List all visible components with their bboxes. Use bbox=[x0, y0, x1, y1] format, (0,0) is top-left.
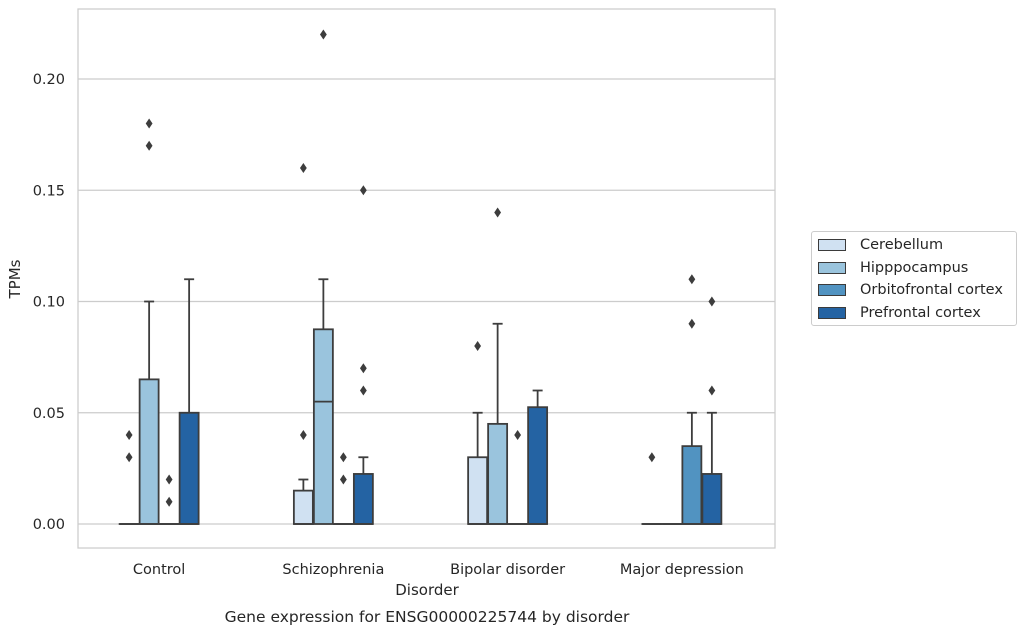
y-tick-label: 0.10 bbox=[33, 295, 65, 311]
chart-caption: Gene expression for ENSG00000225744 by d… bbox=[225, 608, 630, 626]
legend-swatch-cerebellum bbox=[818, 239, 846, 251]
outlier-point bbox=[708, 296, 716, 307]
box-major-depression-prefrontal-cortex bbox=[701, 296, 723, 525]
outlier-point bbox=[474, 341, 482, 351]
legend-swatch-orbitofrontal-cortex bbox=[818, 284, 846, 296]
legend-item-cerebellum: Cerebellum bbox=[818, 235, 943, 255]
box-major-depression-cerebellum bbox=[641, 452, 663, 525]
x-axis-ticks: Control Schizophrenia Bipolar disorder Majo… bbox=[133, 562, 744, 578]
box-body bbox=[312, 328, 334, 525]
legend-swatch-hippocampus bbox=[818, 262, 846, 274]
y-axis-label: TPMs bbox=[6, 259, 24, 299]
outlier-point bbox=[359, 363, 367, 374]
box-schizophrenia-prefrontal-cortex bbox=[352, 185, 374, 525]
box-body bbox=[681, 445, 703, 525]
box-control-prefrontal-cortex bbox=[178, 278, 200, 525]
legend-item-hippocampus: Hipppocampus bbox=[818, 258, 968, 278]
box-bipolar-disorder-prefrontal-cortex bbox=[527, 389, 549, 525]
legend-item-prefrontal-cortex: Prefrontal cortex bbox=[818, 303, 981, 323]
outlier-point bbox=[514, 430, 522, 440]
box-body bbox=[352, 473, 374, 525]
legend-label-hippocampus: Hipppocampus bbox=[860, 260, 969, 276]
box-bipolar-disorder-orbitofrontal-cortex bbox=[507, 430, 529, 525]
outlier-point bbox=[708, 385, 716, 396]
box-bipolar-disorder-cerebellum bbox=[467, 341, 489, 525]
legend-swatch-prefrontal-cortex bbox=[818, 307, 846, 319]
outlier-point bbox=[125, 430, 133, 440]
x-tick-label-major-depression: Major depression bbox=[620, 562, 744, 578]
outlier-point bbox=[359, 385, 367, 396]
box-schizophrenia-cerebellum bbox=[292, 163, 314, 525]
box-body bbox=[178, 411, 200, 525]
box-schizophrenia-hipppocampus bbox=[312, 29, 334, 525]
plot-area-frame bbox=[77, 8, 776, 549]
outlier-point bbox=[299, 163, 307, 173]
box-control-hipppocampus bbox=[138, 118, 160, 525]
legend-item-orbitofrontal-cortex: Orbitofrontal cortex bbox=[818, 280, 1003, 300]
legend: Cerebellum Hipppocampus Orbitofrontal co… bbox=[811, 231, 1017, 326]
box-body bbox=[527, 406, 549, 525]
outlier-point bbox=[145, 140, 153, 151]
box-major-depression-orbitofrontal-cortex bbox=[681, 274, 703, 525]
box-body bbox=[138, 378, 160, 525]
box-body bbox=[292, 489, 314, 525]
y-tick-label: 0.00 bbox=[33, 517, 65, 533]
outlier-point bbox=[165, 474, 173, 485]
box-bipolar-disorder-hipppocampus bbox=[487, 207, 509, 525]
box-control-orbitofrontal-cortex bbox=[158, 474, 180, 525]
y-tick-label: 0.05 bbox=[33, 406, 65, 422]
outlier-point bbox=[299, 430, 307, 440]
outlier-point bbox=[125, 452, 133, 463]
x-tick-label-schizophrenia: Schizophrenia bbox=[282, 562, 384, 578]
outlier-point bbox=[494, 207, 502, 218]
y-tick-label: 0.15 bbox=[33, 183, 65, 199]
outlier-point bbox=[339, 474, 347, 485]
x-tick-label-bipolar-disorder: Bipolar disorder bbox=[450, 562, 565, 578]
box-body bbox=[701, 473, 723, 525]
outlier-point bbox=[648, 452, 656, 463]
outlier-point bbox=[359, 185, 367, 196]
y-tick-label: 0.20 bbox=[33, 72, 65, 88]
box-schizophrenia-orbitofrontal-cortex bbox=[332, 452, 354, 525]
box-control-cerebellum bbox=[118, 430, 140, 525]
outlier-point bbox=[319, 29, 327, 40]
legend-label-orbitofrontal-cortex: Orbitofrontal cortex bbox=[860, 282, 1003, 298]
boxes bbox=[118, 29, 723, 525]
legend-label-prefrontal-cortex: Prefrontal cortex bbox=[860, 305, 981, 321]
box-body bbox=[487, 422, 509, 525]
outlier-point bbox=[688, 274, 696, 285]
outlier-point bbox=[339, 452, 347, 463]
x-axis-label: Disorder bbox=[395, 581, 459, 599]
outlier-point bbox=[688, 318, 696, 329]
outlier-point bbox=[145, 118, 153, 129]
y-axis-ticks: 0.00 0.05 0.10 0.15 0.20 bbox=[33, 72, 65, 533]
box-body bbox=[467, 456, 489, 525]
outlier-point bbox=[165, 496, 173, 507]
legend-label-cerebellum: Cerebellum bbox=[860, 237, 944, 253]
x-tick-label-control: Control bbox=[133, 562, 185, 578]
